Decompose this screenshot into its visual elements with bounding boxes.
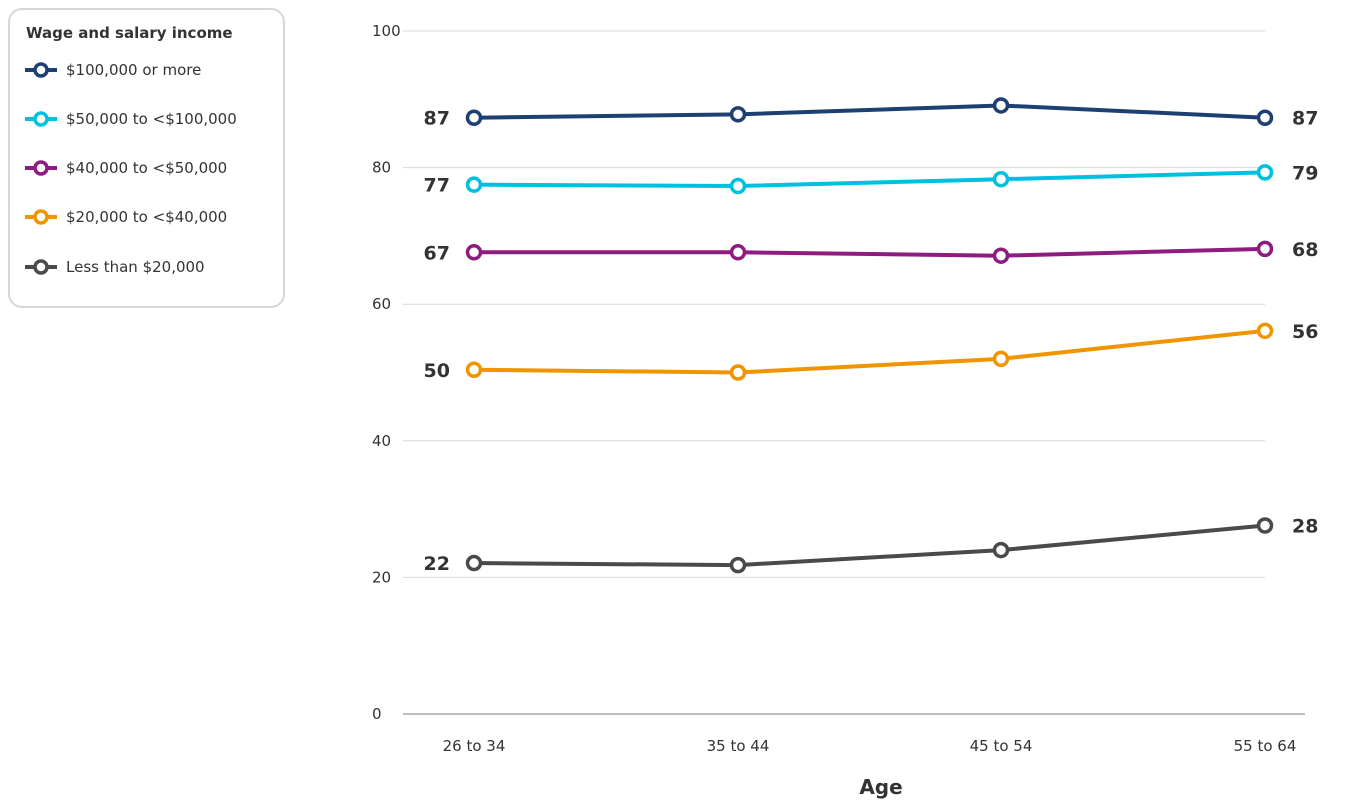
data-labels: 87 87 77 79 67 68 50 56 22 28 [424,108,1319,575]
data-point [729,556,747,574]
legend-item: $50,000 to <$100,000 [24,107,237,131]
end-value-label: 56 [1292,321,1318,343]
legend-swatch-icon [25,160,57,176]
series-line [472,523,1267,568]
gridlines [403,30,1305,715]
legend-label: $100,000 or more [66,61,202,79]
legend-swatch-icon [25,259,57,275]
data-point [465,244,483,261]
y-tick-label: 0 [372,705,382,723]
y-tick-label: 20 [372,568,391,586]
series-1 [465,97,1274,126]
data-point [1256,240,1274,258]
legend-item: $100,000 or more [24,58,201,82]
legend-swatch-marker [33,111,49,127]
y-axis-ticks: 0 20 40 60 80 100 [372,22,401,723]
data-point [465,554,483,572]
series-5 [465,517,1274,574]
data-point [992,350,1010,368]
data-point [465,176,483,193]
x-tick-label: 35 to 44 [707,737,770,755]
start-value-label: 67 [424,242,450,264]
legend-swatch-icon [25,111,57,127]
legend-swatch-icon [25,62,57,78]
legend-label: $40,000 to <$50,000 [66,159,228,177]
x-axis-title: Age [859,775,902,799]
series-line [472,103,1267,120]
series-2 [465,164,1274,195]
end-value-label: 28 [1292,515,1318,537]
data-point [465,361,483,379]
data-point [1256,109,1274,126]
end-value-label: 87 [1292,108,1318,130]
data-point [1256,517,1274,534]
data-point [729,244,747,261]
data-point [992,541,1010,559]
legend-item: Less than $20,000 [24,255,205,279]
legend-label: $50,000 to <$100,000 [66,110,237,128]
data-point [1256,164,1274,181]
y-tick-label: 100 [372,22,401,40]
data-point [1256,322,1274,340]
y-tick-label: 60 [372,295,391,313]
series-line [472,246,1267,258]
legend-swatch-marker [33,209,49,225]
series-line [472,170,1267,189]
start-value-label: 77 [424,175,450,197]
legend-item: $40,000 to <$50,000 [24,156,227,180]
data-point [992,170,1010,188]
data-point [992,247,1010,264]
legend-label: Less than $20,000 [66,258,205,276]
data-point [729,177,747,195]
data-point [992,97,1010,114]
legend-title: Wage and salary income [26,24,233,42]
x-tick-label: 55 to 64 [1234,737,1297,755]
end-value-label: 68 [1292,239,1318,261]
legend-label: $20,000 to <$40,000 [66,208,228,226]
x-axis-ticks: 26 to 34 35 to 44 45 to 54 55 to 64 [443,737,1297,755]
start-value-label: 87 [424,108,450,130]
legend-swatch-marker [33,259,49,275]
y-tick-label: 80 [372,159,391,177]
legend-swatch-marker [33,62,49,78]
data-point [465,109,483,126]
y-tick-label: 40 [372,432,391,450]
series-lines [465,97,1274,574]
legend-item: $20,000 to <$40,000 [24,205,227,229]
x-tick-label: 45 to 54 [970,737,1033,755]
legend-swatch-marker [33,160,49,176]
series-3 [465,240,1274,264]
data-point [729,106,747,123]
series-4 [465,322,1274,381]
end-value-label: 79 [1292,162,1318,184]
start-value-label: 50 [424,360,450,382]
start-value-label: 22 [424,553,450,575]
data-point [729,364,747,381]
chart-legend: Wage and salary income $100,000 or more $… [8,8,285,308]
series-line [472,328,1267,375]
legend-swatch-icon [25,209,57,225]
x-tick-label: 26 to 34 [443,737,506,755]
